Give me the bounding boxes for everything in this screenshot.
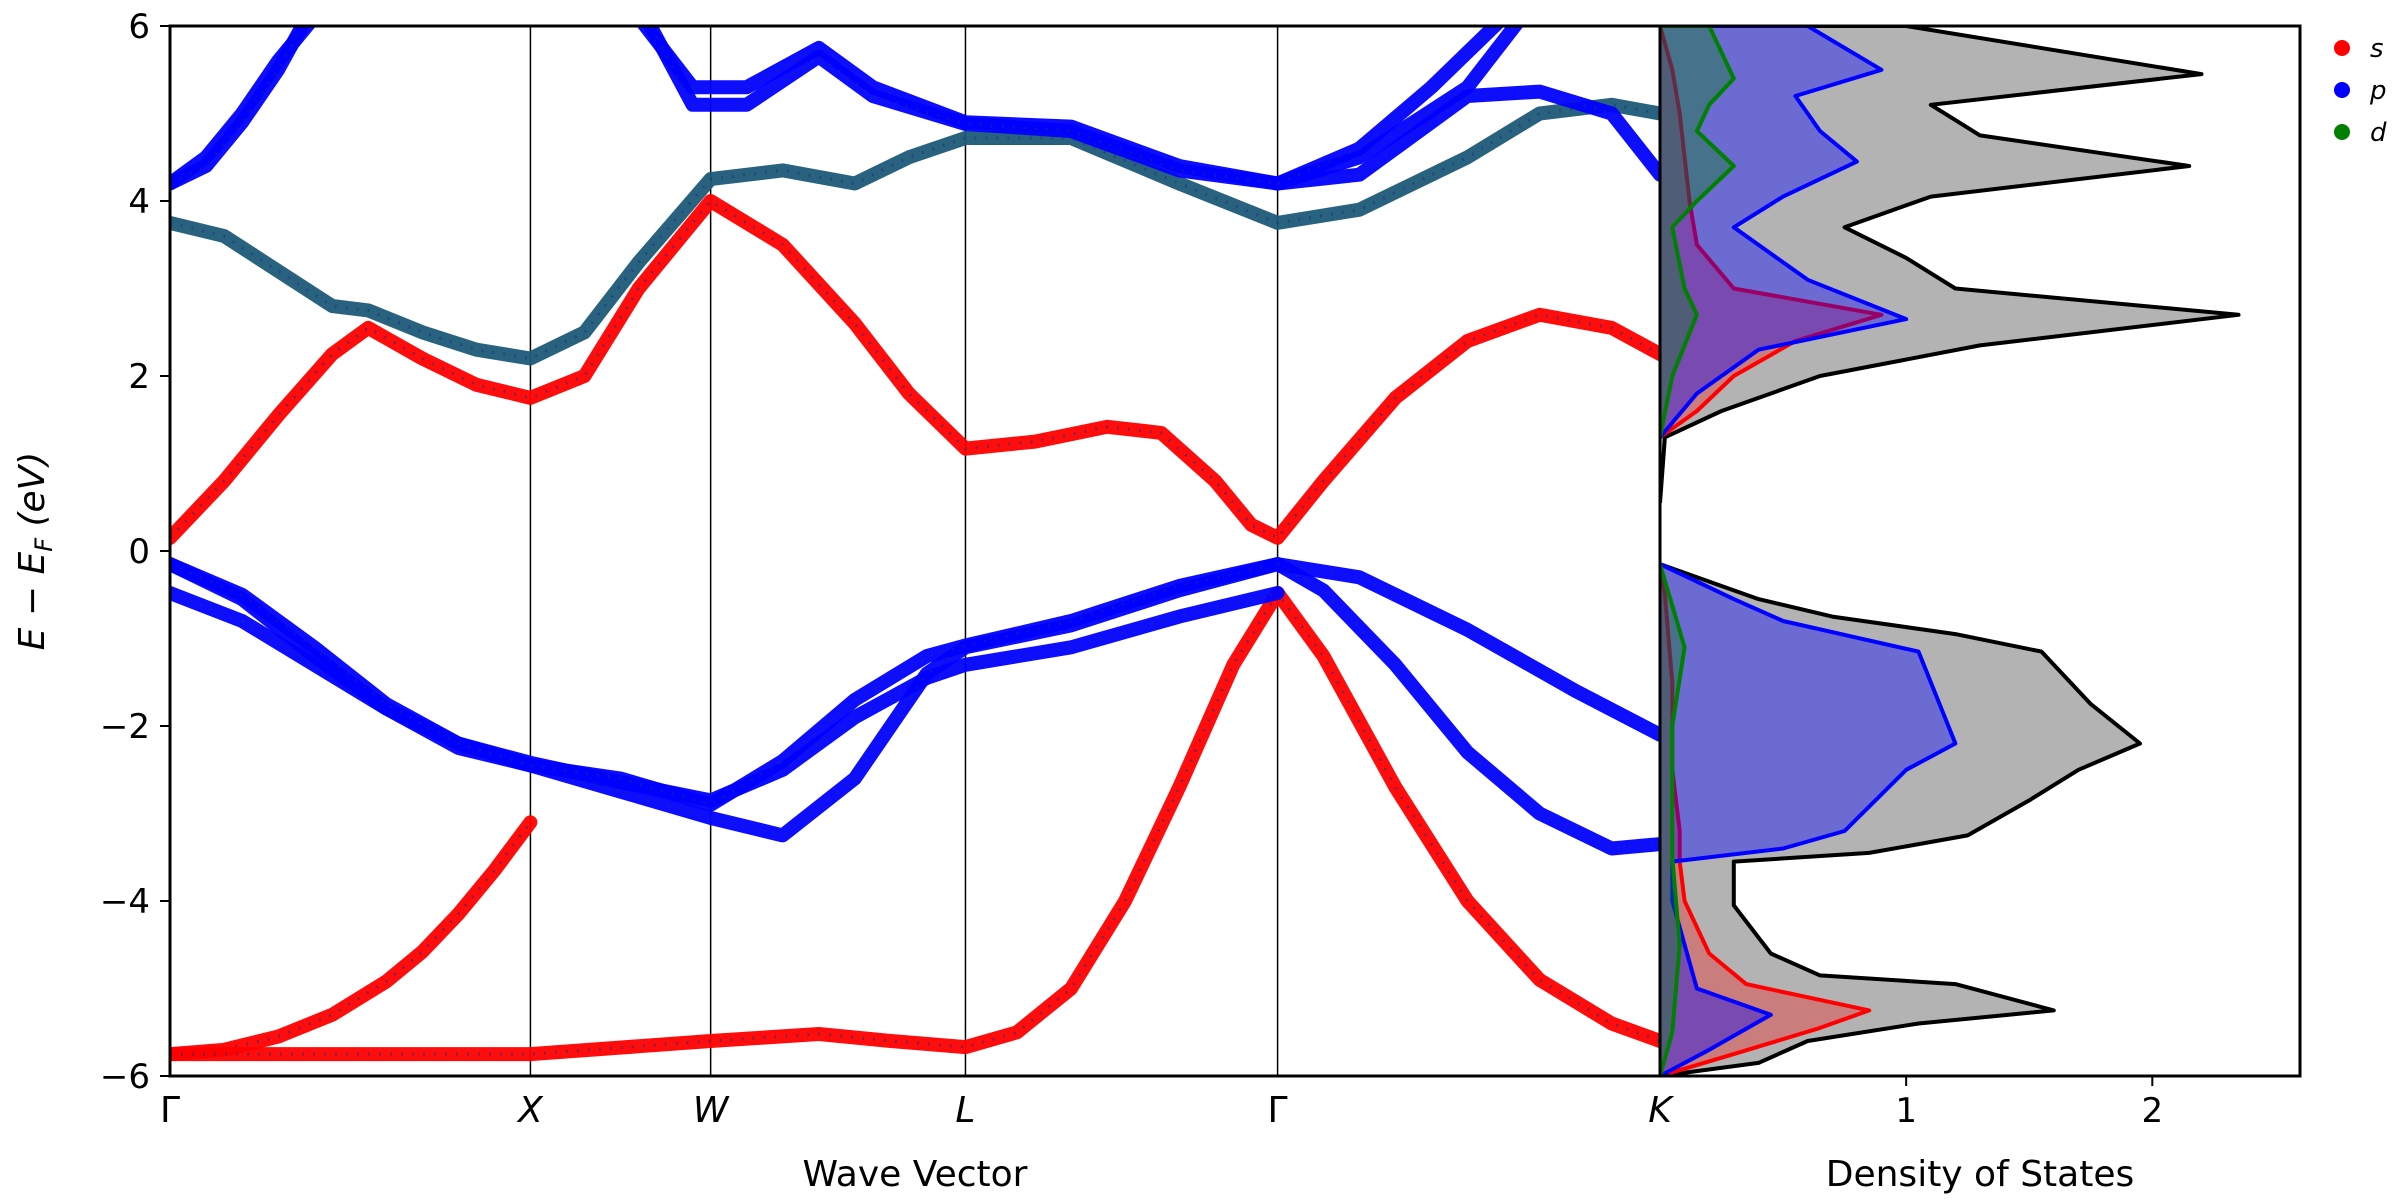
y-tick-label: 2 — [128, 357, 150, 397]
legend-label-d: d — [2370, 118, 2387, 148]
dos-line-d — [1660, 563, 1687, 1076]
y-tick-label: −4 — [100, 882, 150, 922]
legend-label-p: p — [2369, 76, 2387, 106]
kpoint-label: L — [955, 1090, 975, 1131]
dos-line-s — [1660, 563, 1872, 1076]
dos-plot-frame — [1658, 24, 2302, 1078]
legend-marker-s — [2334, 40, 2350, 56]
band-line — [170, 194, 1660, 545]
dos-line-d — [1660, 26, 1736, 438]
y-tick-label: −2 — [100, 707, 150, 747]
legend-marker-p — [2334, 82, 2350, 98]
band-x-axis-title: Wave Vector — [803, 1154, 1028, 1195]
band-line-markers — [648, 26, 1517, 186]
dos-line-p — [1660, 562, 1958, 1076]
legend-label-s: s — [2370, 34, 2384, 64]
kpoint-label: Γ — [1268, 1090, 1288, 1131]
band-line — [170, 586, 1285, 808]
band-plot-frame — [168, 24, 1662, 1078]
dos-line-total — [1660, 26, 2241, 504]
band-line — [1270, 557, 1660, 856]
band-line — [170, 26, 311, 191]
y-tick-label: −6 — [100, 1057, 150, 1097]
band-line-markers — [170, 562, 1278, 807]
dos-line-total — [1660, 562, 2142, 1076]
y-tick-label: 6 — [128, 7, 150, 47]
dos-x-tick-label: 1 — [1895, 1091, 1917, 1131]
band-line-markers — [170, 591, 1278, 802]
band-line — [170, 586, 1660, 1062]
dos-area-p — [1660, 26, 1907, 438]
legend: spd — [2334, 34, 2387, 148]
dos-x-tick-label: 2 — [2141, 1091, 2163, 1131]
kpoint-label: X — [516, 1090, 544, 1131]
band-y-axis-title: E − EF (eV) — [12, 452, 58, 651]
dos-area-s — [1660, 564, 1870, 1076]
dos-line-p — [1660, 26, 1909, 439]
legend-marker-d — [2334, 124, 2350, 140]
dos-area-s — [1660, 26, 1882, 438]
dos-area-total — [1660, 26, 2239, 503]
band-line-markers — [1277, 562, 1660, 737]
dos-area-p — [1660, 564, 1956, 1076]
dos-area-d — [1660, 26, 1734, 438]
kpoint-label: Γ — [160, 1090, 180, 1131]
band-structure-panel: −6 −4 −2 0 2 4 6 Γ X W L Γ K Wave Vector E − EF (eV… — [12, 7, 1674, 1195]
band-line — [170, 97, 1660, 366]
band-line — [1270, 557, 1660, 742]
y-axis-ticks: −6 −4 −2 0 2 4 6 — [100, 7, 170, 1097]
dos-x-axis-title: Density of States — [1826, 1154, 2135, 1195]
band-lines — [170, 26, 1660, 1062]
band-line-markers — [170, 562, 1278, 838]
kpoint-label: W — [693, 1090, 730, 1131]
y-tick-label: 4 — [128, 182, 150, 222]
band-line — [170, 815, 538, 1062]
dos-line-s — [1660, 26, 1884, 439]
dos-area-total — [1660, 564, 2140, 1076]
kpoint-label: K — [1648, 1090, 1674, 1131]
y-tick-label: 0 — [128, 532, 150, 572]
band-line-markers — [170, 821, 532, 1056]
dos-areas — [1660, 26, 2241, 1076]
band-line-markers — [1277, 26, 1497, 185]
